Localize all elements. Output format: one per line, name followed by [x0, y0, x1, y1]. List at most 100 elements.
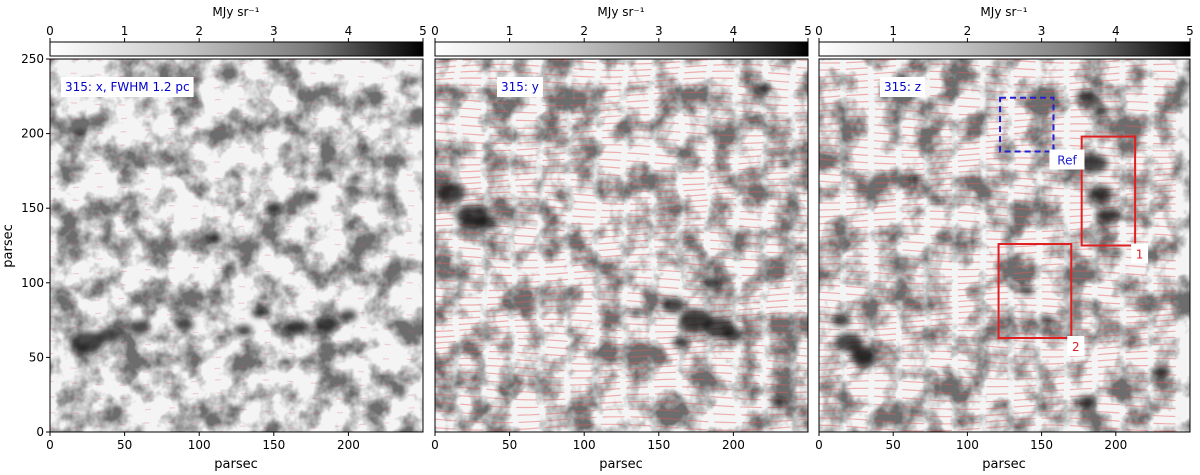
- filament-clump: [97, 327, 122, 344]
- plot-frame: [818, 58, 1191, 433]
- filament-clump: [850, 348, 877, 367]
- filament-clump: [1093, 106, 1109, 117]
- polarization-overlay: [435, 59, 808, 431]
- colorbar-label: MJy sr⁻¹: [597, 5, 644, 19]
- polarization-overlay: [819, 59, 1180, 432]
- overlay-streak: [819, 189, 1180, 197]
- overlay-streak: [819, 304, 1180, 312]
- overlay-streak: [435, 121, 808, 129]
- overlay-streak: [435, 136, 808, 145]
- overlay-streak: [435, 217, 808, 225]
- overlay-streak: [819, 310, 1180, 318]
- x-axis-label: parsec: [214, 457, 257, 472]
- filament-clump: [672, 336, 690, 349]
- overlay-streak: [819, 123, 1180, 131]
- colorbar-label: MJy sr⁻¹: [212, 5, 259, 19]
- overlay-streak: [819, 63, 1180, 71]
- overlay-streak: [435, 184, 808, 193]
- overlay-streak: [819, 203, 1180, 211]
- overlay-streak: [435, 210, 808, 218]
- plot-frame: [49, 58, 424, 433]
- x-tick-label: 50: [117, 438, 132, 452]
- y-tick-label: 0: [36, 425, 44, 439]
- overlay-streak: [819, 277, 1180, 285]
- colorbar-tick-label: 3: [270, 24, 278, 38]
- filament-clump: [358, 145, 369, 152]
- overlay-streak: [435, 204, 808, 212]
- overlay-streak: [435, 77, 808, 85]
- filament-clump: [1109, 248, 1122, 257]
- colorbar-tick-label: 5: [1186, 24, 1194, 38]
- colorbar-tick-label: 2: [195, 24, 203, 38]
- overlay-streak: [819, 350, 1180, 358]
- overlay-streak: [435, 312, 807, 320]
- panel-z: MJy sr⁻¹ parsec: [980, 5, 1027, 472]
- overlay-streak: [50, 199, 423, 207]
- overlay-streak: [819, 78, 1180, 86]
- colorbar-tick-label: 3: [1038, 24, 1046, 38]
- colorbar: [818, 41, 1191, 57]
- overlay-streak: [435, 284, 808, 292]
- overlay-streak: [435, 246, 808, 254]
- filament-clump: [285, 320, 307, 335]
- overlay-streak: [819, 387, 1180, 395]
- x-tick-label: 200: [337, 438, 360, 452]
- overlay-streak: [435, 70, 808, 78]
- filament-clump: [340, 310, 357, 322]
- x-tick-label: 0: [815, 438, 823, 452]
- overlay-streak: [50, 112, 423, 120]
- overlay-streak: [50, 59, 423, 67]
- overlay-streak: [819, 70, 1180, 78]
- filament-clump: [770, 397, 786, 407]
- x-tick-label: 150: [1030, 438, 1053, 452]
- x-tick-label: 0: [431, 438, 439, 452]
- colorbar-tick-label: 2: [580, 24, 588, 38]
- x-axis-label: parsec: [599, 457, 642, 472]
- colorbar-tick-label: 1: [121, 24, 129, 38]
- overlay-streak: [435, 401, 808, 409]
- dense-filaments: [831, 89, 1168, 409]
- filament-clump: [1088, 185, 1113, 202]
- x-tick-label: 0: [46, 438, 54, 452]
- overlay-streak: [435, 151, 808, 159]
- y-tick-label: 250: [21, 52, 44, 66]
- overlay-streak: [435, 231, 808, 239]
- colorbar: [49, 41, 424, 57]
- colorbar-tick-label: 3: [655, 24, 663, 38]
- panel-y: MJy sr⁻¹ parsec: [597, 5, 644, 472]
- overlay-streak: [819, 130, 1180, 138]
- overlay-streak: [819, 316, 1180, 325]
- overlay-streak: [50, 225, 423, 233]
- overlay-streak: [819, 108, 1180, 116]
- annotation-bg: [880, 77, 926, 97]
- overlay-streak: [435, 197, 808, 205]
- overlay-streak: [819, 343, 1180, 351]
- x-tick-label: 150: [647, 438, 670, 452]
- filament-clump: [75, 130, 85, 137]
- overlay-streak: [819, 100, 1180, 109]
- overlay-streak: [819, 323, 1180, 331]
- overlay-streak: [819, 329, 1180, 338]
- overlay-streak: [435, 165, 808, 173]
- x-tick-label: 50: [502, 438, 517, 452]
- filament-clump: [722, 327, 745, 343]
- filament-clump: [909, 174, 922, 183]
- overlay-streak: [819, 85, 1180, 93]
- panel-annotation: 315: y: [501, 80, 539, 94]
- overlay-streak: [819, 424, 1180, 432]
- dust-map-x: [50, 59, 423, 432]
- region-label: 1: [1136, 248, 1144, 262]
- filament-clump: [1153, 367, 1168, 378]
- y-tick-label: 100: [21, 276, 44, 290]
- y-tick-label: 150: [21, 201, 44, 215]
- filament-clump: [223, 263, 236, 272]
- filament-clump: [1076, 89, 1096, 103]
- filament-clump: [834, 332, 864, 353]
- filament-clump: [303, 191, 319, 202]
- overlay-streak: [435, 129, 808, 137]
- overlay-streak: [435, 171, 808, 180]
- overlay-streak: [819, 59, 1150, 64]
- overlay-streak: [819, 196, 1180, 204]
- filament-clump: [779, 159, 792, 168]
- overlay-streak: [435, 291, 808, 299]
